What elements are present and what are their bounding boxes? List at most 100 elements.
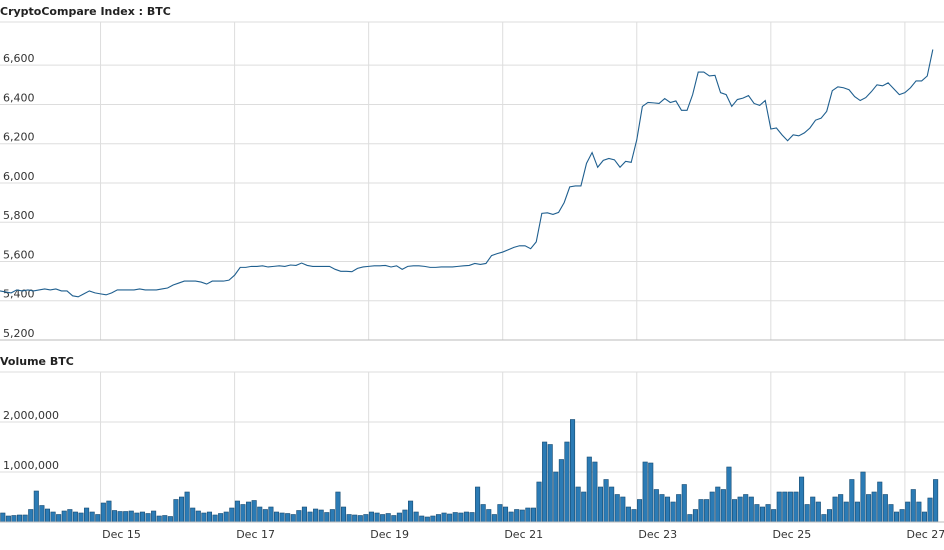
- volume-bar: [340, 506, 347, 523]
- volume-bar: [273, 511, 280, 523]
- volume-bar: [324, 512, 330, 523]
- volume-bar: [72, 511, 78, 523]
- volume-bar: [396, 512, 402, 523]
- volume-bar: [743, 494, 749, 523]
- volume-bar: [447, 513, 453, 523]
- volume-bar: [570, 419, 576, 523]
- volume-bar: [905, 501, 911, 523]
- x-tick-label: Dec 23: [638, 528, 677, 541]
- y-tick-label: 6,600: [3, 52, 35, 65]
- volume-bar: [111, 510, 118, 523]
- volume-bar: [676, 494, 682, 523]
- volume-bar: [787, 491, 793, 523]
- volume-title: Volume BTC: [0, 355, 74, 368]
- volume-bar: [402, 509, 408, 523]
- volume-bar: [201, 512, 207, 523]
- volume-bar: [229, 507, 235, 523]
- volume-bar: [117, 511, 123, 523]
- volume-bar: [933, 479, 939, 523]
- volume-bar: [50, 511, 56, 523]
- volume-bar: [519, 509, 525, 523]
- x-tick-label: Dec 19: [370, 528, 409, 541]
- volume-bar: [290, 514, 296, 523]
- volume-bar: [525, 507, 531, 523]
- volume-bar: [67, 509, 73, 523]
- volume-bar: [759, 506, 765, 523]
- volume-bar: [704, 499, 710, 523]
- volume-bar: [363, 514, 369, 523]
- volume-bar: [151, 510, 157, 523]
- volume-bar: [134, 512, 140, 523]
- volume-bar: [374, 512, 380, 523]
- volume-bar: [720, 489, 726, 523]
- volume-bar: [279, 512, 285, 523]
- volume-bar: [530, 507, 536, 523]
- y-tick-label: 5,600: [3, 248, 35, 261]
- volume-bar: [480, 504, 486, 523]
- volume-bar: [128, 510, 134, 523]
- volume-bar: [357, 515, 363, 523]
- volume-bar: [659, 494, 665, 523]
- volume-bar: [424, 516, 430, 523]
- volume-bar: [614, 494, 620, 523]
- volume-bar: [888, 504, 894, 523]
- volume-bar: [927, 497, 933, 523]
- volume-bar: [826, 509, 833, 523]
- volume-bar: [715, 486, 721, 523]
- volume-bar: [765, 504, 771, 523]
- volume-bar: [335, 491, 341, 523]
- volume-bar: [609, 486, 615, 523]
- volume-bar: [346, 514, 352, 523]
- y-tick-label: 6,200: [3, 131, 35, 144]
- volume-bar: [435, 514, 442, 523]
- volume-bar: [162, 515, 168, 523]
- volume-bar: [597, 486, 604, 523]
- volume-bar: [497, 504, 503, 523]
- volume-bar: [268, 506, 274, 523]
- volume-bar: [754, 504, 760, 523]
- volume-bar: [832, 496, 838, 523]
- volume-bar: [469, 512, 475, 523]
- volume-bar: [486, 509, 492, 523]
- volume-bar: [184, 491, 190, 523]
- volume-bar: [441, 512, 447, 523]
- volume-bar: [799, 476, 805, 523]
- x-tick-label: Dec 21: [504, 528, 543, 541]
- volume-bar: [804, 504, 810, 523]
- volume-bar: [452, 512, 458, 523]
- volume-bar: [603, 479, 609, 523]
- volume-bar: [637, 499, 643, 523]
- volume-bar: [726, 466, 732, 523]
- y-tick-label: 6,400: [3, 91, 35, 104]
- volume-bar: [419, 515, 425, 523]
- volume-bar: [56, 514, 62, 523]
- volume-bar: [223, 511, 229, 523]
- volume-bar: [329, 509, 335, 523]
- volume-bar: [380, 514, 386, 523]
- volume-bar: [212, 514, 218, 523]
- volume-bar: [190, 507, 196, 523]
- volume-bar: [408, 500, 414, 523]
- volume-bar: [251, 500, 257, 523]
- volume-bar: [642, 461, 648, 523]
- volume-bar: [508, 511, 514, 523]
- volume-bar: [514, 509, 520, 523]
- volume-bar: [156, 515, 162, 523]
- volume-bar: [592, 461, 598, 523]
- volume-bar: [44, 508, 51, 523]
- x-tick-label: Dec 17: [236, 528, 275, 541]
- volume-bar: [296, 510, 302, 523]
- volume-bar: [240, 504, 246, 523]
- y-tick-label: 5,800: [3, 209, 35, 222]
- volume-bar: [385, 513, 391, 523]
- y-tick-label: 1,000,000: [3, 459, 59, 472]
- volume-bar: [234, 500, 240, 523]
- volume-bar: [547, 444, 553, 523]
- volume-bar: [776, 491, 782, 523]
- volume-bar: [0, 512, 6, 523]
- volume-bar: [391, 515, 397, 523]
- volume-bar: [620, 496, 626, 523]
- volume-bar: [307, 511, 313, 523]
- volume-bar: [139, 511, 145, 523]
